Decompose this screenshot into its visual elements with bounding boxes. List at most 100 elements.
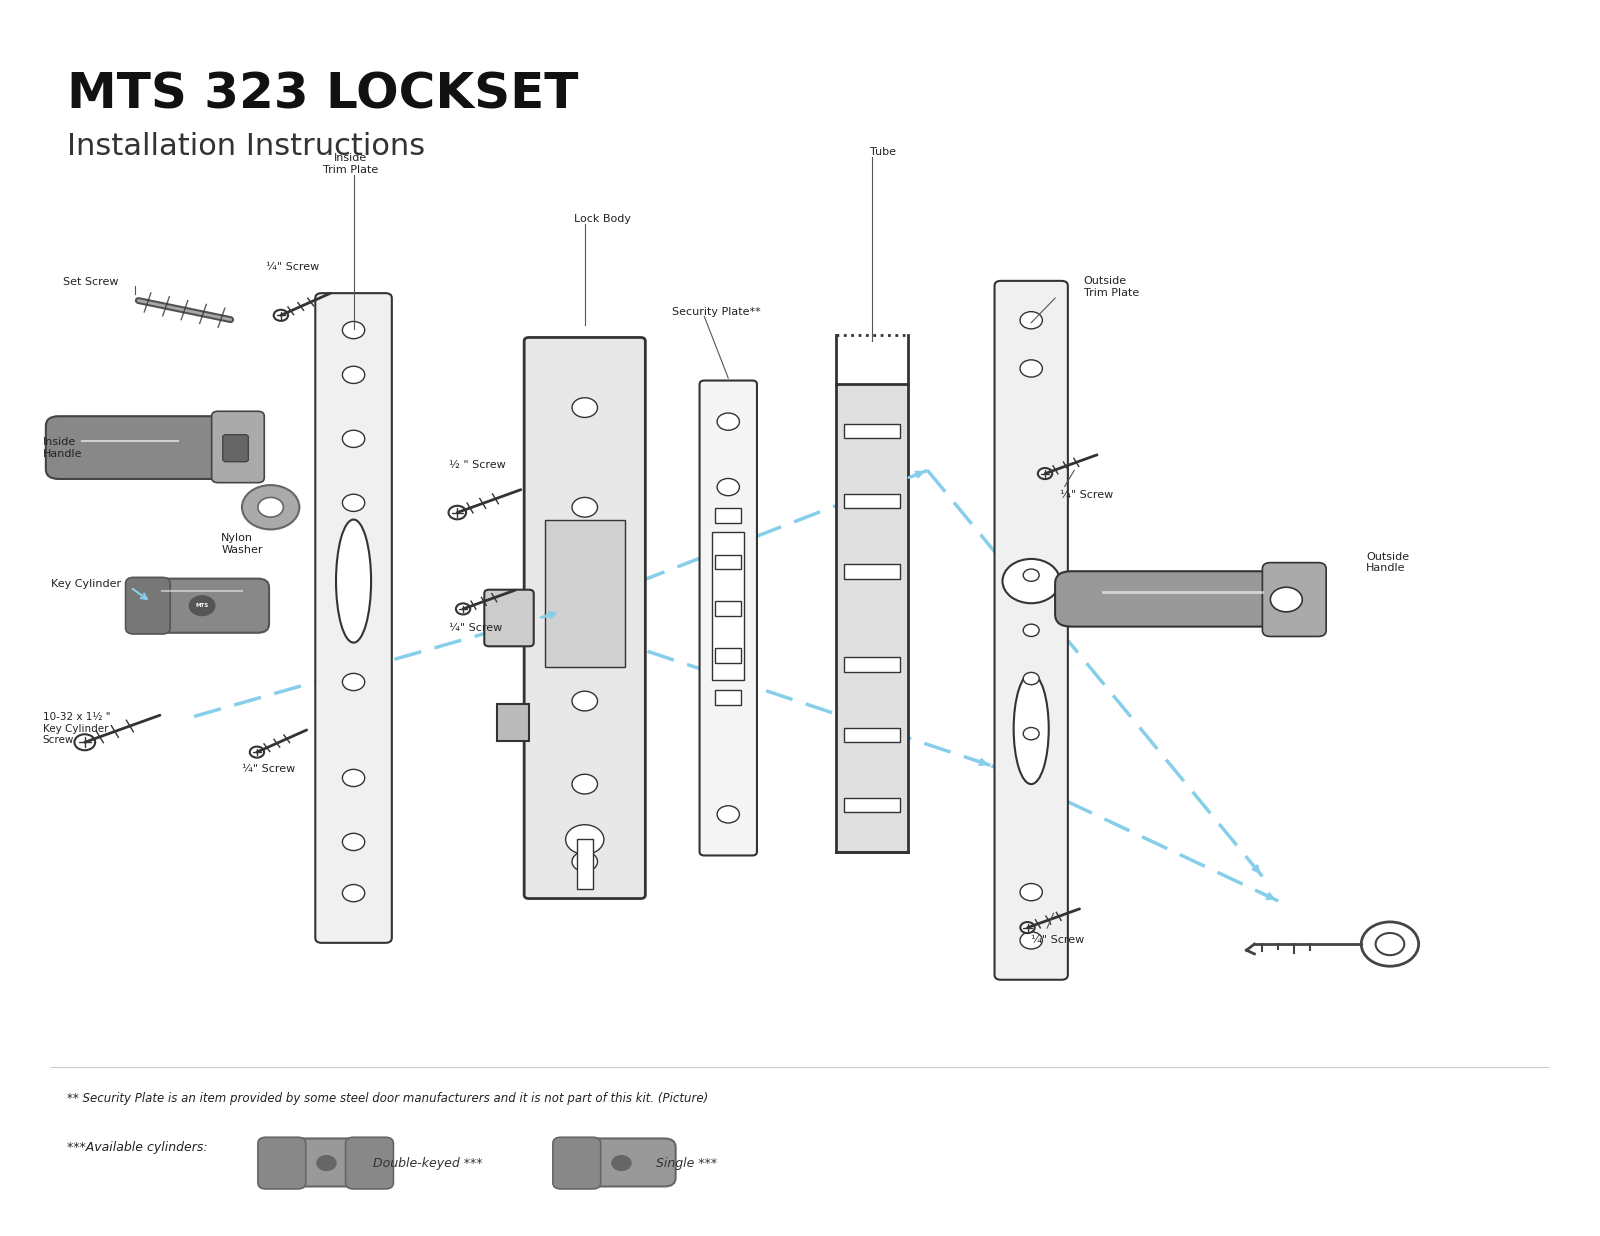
Text: Double-keyed ***: Double-keyed *** [373, 1157, 482, 1169]
Bar [546, 519, 624, 667]
Text: Lock Body: Lock Body [573, 214, 630, 224]
Circle shape [342, 674, 365, 691]
Text: Inside
Handle: Inside Handle [43, 438, 82, 459]
Circle shape [717, 413, 739, 430]
FancyBboxPatch shape [258, 1137, 306, 1189]
Circle shape [456, 603, 470, 614]
FancyBboxPatch shape [134, 578, 269, 633]
Circle shape [274, 310, 288, 321]
Circle shape [250, 747, 264, 758]
Circle shape [1021, 932, 1042, 949]
FancyBboxPatch shape [222, 435, 248, 462]
Circle shape [242, 485, 299, 529]
Circle shape [1021, 360, 1042, 377]
Bar [843, 493, 899, 508]
Circle shape [1038, 468, 1053, 480]
Circle shape [717, 806, 739, 823]
Bar [843, 564, 899, 578]
FancyBboxPatch shape [315, 293, 392, 943]
Circle shape [717, 478, 739, 496]
Circle shape [1021, 922, 1035, 933]
Circle shape [342, 769, 365, 786]
Text: Inside
Trim Plate: Inside Trim Plate [323, 153, 378, 176]
FancyBboxPatch shape [566, 1138, 675, 1187]
Ellipse shape [336, 519, 371, 643]
Circle shape [342, 494, 365, 512]
FancyBboxPatch shape [525, 337, 645, 899]
Text: ¼" Screw: ¼" Screw [450, 623, 502, 633]
Circle shape [611, 1156, 630, 1170]
Circle shape [258, 497, 283, 517]
Text: Tube: Tube [870, 147, 896, 157]
Text: ***Available cylinders:: ***Available cylinders: [67, 1141, 206, 1154]
Text: Security Plate**: Security Plate** [672, 307, 762, 316]
Bar [715, 508, 741, 523]
Text: Outside
Handle: Outside Handle [1366, 551, 1410, 574]
Circle shape [571, 852, 597, 871]
Circle shape [566, 824, 603, 854]
Bar [715, 555, 741, 570]
Bar [715, 690, 741, 705]
Circle shape [342, 833, 365, 850]
FancyBboxPatch shape [554, 1137, 600, 1189]
Circle shape [571, 774, 597, 794]
Circle shape [342, 577, 365, 595]
Circle shape [571, 398, 597, 418]
Bar [843, 424, 899, 439]
Circle shape [342, 430, 365, 447]
FancyBboxPatch shape [1262, 562, 1326, 637]
Circle shape [571, 497, 597, 517]
Bar [843, 728, 899, 743]
FancyBboxPatch shape [46, 417, 246, 480]
Text: ¼" Screw: ¼" Screw [1059, 489, 1114, 499]
Circle shape [571, 691, 597, 711]
Text: MTS: MTS [195, 603, 208, 608]
Circle shape [1021, 884, 1042, 901]
Bar [715, 648, 741, 662]
Text: ¼" Screw: ¼" Screw [1030, 936, 1085, 946]
Circle shape [189, 596, 214, 616]
Bar [712, 531, 744, 680]
Circle shape [1021, 311, 1042, 329]
Circle shape [342, 366, 365, 383]
Text: Key Cylinder: Key Cylinder [51, 578, 120, 588]
Circle shape [75, 734, 94, 750]
Circle shape [557, 571, 613, 616]
FancyBboxPatch shape [270, 1138, 381, 1187]
Circle shape [571, 583, 597, 603]
Bar [835, 384, 907, 852]
Text: 10-32 x 1½ "
Key Cylinder
Screw: 10-32 x 1½ " Key Cylinder Screw [43, 712, 110, 745]
Text: MTS 323 LOCKSET: MTS 323 LOCKSET [67, 70, 578, 119]
FancyBboxPatch shape [346, 1137, 394, 1189]
Text: Installation Instructions: Installation Instructions [67, 132, 424, 161]
Circle shape [448, 506, 466, 519]
Circle shape [1024, 624, 1038, 637]
Bar [843, 658, 899, 672]
FancyBboxPatch shape [1054, 571, 1294, 627]
Bar [576, 839, 592, 889]
FancyBboxPatch shape [485, 590, 534, 646]
Text: Nylon
Washer: Nylon Washer [221, 534, 262, 555]
Ellipse shape [1014, 674, 1048, 784]
Text: ½ " Screw: ½ " Screw [450, 461, 506, 471]
Text: ¼" Screw: ¼" Screw [266, 262, 318, 272]
Circle shape [1003, 559, 1059, 603]
Text: ** Security Plate is an item provided by some steel door manufacturers and it is: ** Security Plate is an item provided by… [67, 1091, 707, 1105]
Text: Single ***: Single *** [656, 1157, 718, 1169]
Circle shape [1024, 569, 1038, 581]
Circle shape [1024, 728, 1038, 740]
Bar [498, 705, 530, 742]
Circle shape [342, 321, 365, 339]
Circle shape [342, 885, 365, 902]
FancyBboxPatch shape [125, 577, 170, 634]
Bar [715, 601, 741, 616]
Text: ¼" Screw: ¼" Screw [242, 764, 294, 774]
FancyBboxPatch shape [211, 412, 264, 482]
FancyBboxPatch shape [699, 381, 757, 855]
Text: Outside
Trim Plate: Outside Trim Plate [1083, 277, 1139, 298]
Circle shape [1024, 672, 1038, 685]
FancyBboxPatch shape [995, 281, 1067, 980]
Text: Set Screw: Set Screw [64, 277, 118, 287]
Bar [843, 797, 899, 812]
Circle shape [317, 1156, 336, 1170]
